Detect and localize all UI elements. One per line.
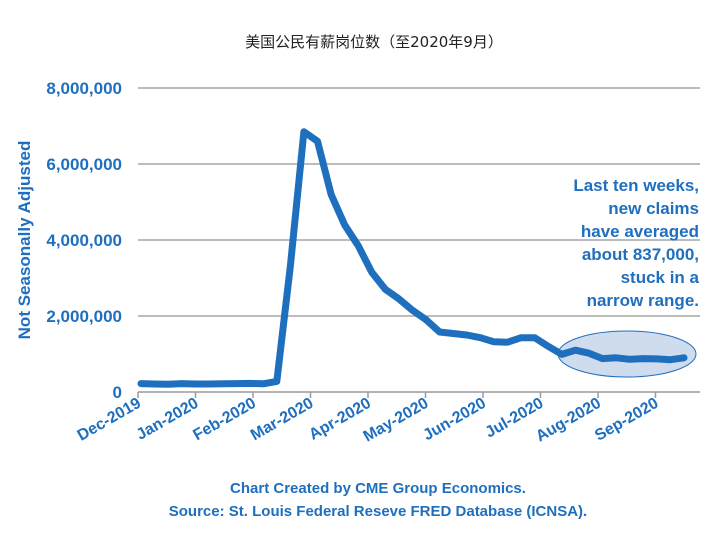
x-tick-label: Jun-2020 [420, 395, 489, 444]
annotation-line: stuck in a [621, 268, 700, 287]
footer-credit: Chart Created by CME Group Economics. [230, 480, 526, 497]
x-axis-ticks: Dec-2019Jan-2020Feb-2020Mar-2020Apr-2020… [75, 392, 662, 445]
y-tick-label: 4,000,000 [46, 231, 122, 250]
annotation-line: have averaged [581, 222, 699, 241]
x-tick-label: Dec-2019 [75, 395, 144, 445]
y-tick-label: 8,000,000 [46, 79, 122, 98]
chart-title: 美国公民有薪岗位数（至2020年9月） [245, 33, 503, 51]
y-tick-label: 0 [113, 383, 122, 402]
annotation-line: Last ten weeks, [573, 176, 699, 195]
series-line-claims [137, 128, 688, 388]
annotation-line: about 837,000, [582, 245, 699, 264]
footer-source: Source: St. Louis Federal Reseve FRED Da… [169, 503, 587, 520]
annotation-line: new claims [608, 199, 699, 218]
x-tick-label: Jan-2020 [134, 395, 202, 444]
y-tick-label: 6,000,000 [46, 155, 122, 174]
y-axis-label: Not Seasonally Adjusted [15, 141, 34, 340]
x-tick-label: Feb-2020 [190, 395, 259, 444]
x-tick-label: Aug-2020 [533, 395, 604, 446]
annotation-line: narrow range. [587, 291, 699, 310]
x-tick-label: May-2020 [361, 395, 432, 446]
x-tick-label: Sep-2020 [592, 395, 661, 445]
annotation-text: Last ten weeks, new claims have averaged ab… [573, 176, 699, 310]
y-axis-ticks: 0 2,000,000 4,000,000 6,000,000 8,000,000 [46, 79, 122, 402]
x-tick-label: Mar-2020 [248, 395, 317, 444]
y-tick-label: 2,000,000 [46, 307, 122, 326]
